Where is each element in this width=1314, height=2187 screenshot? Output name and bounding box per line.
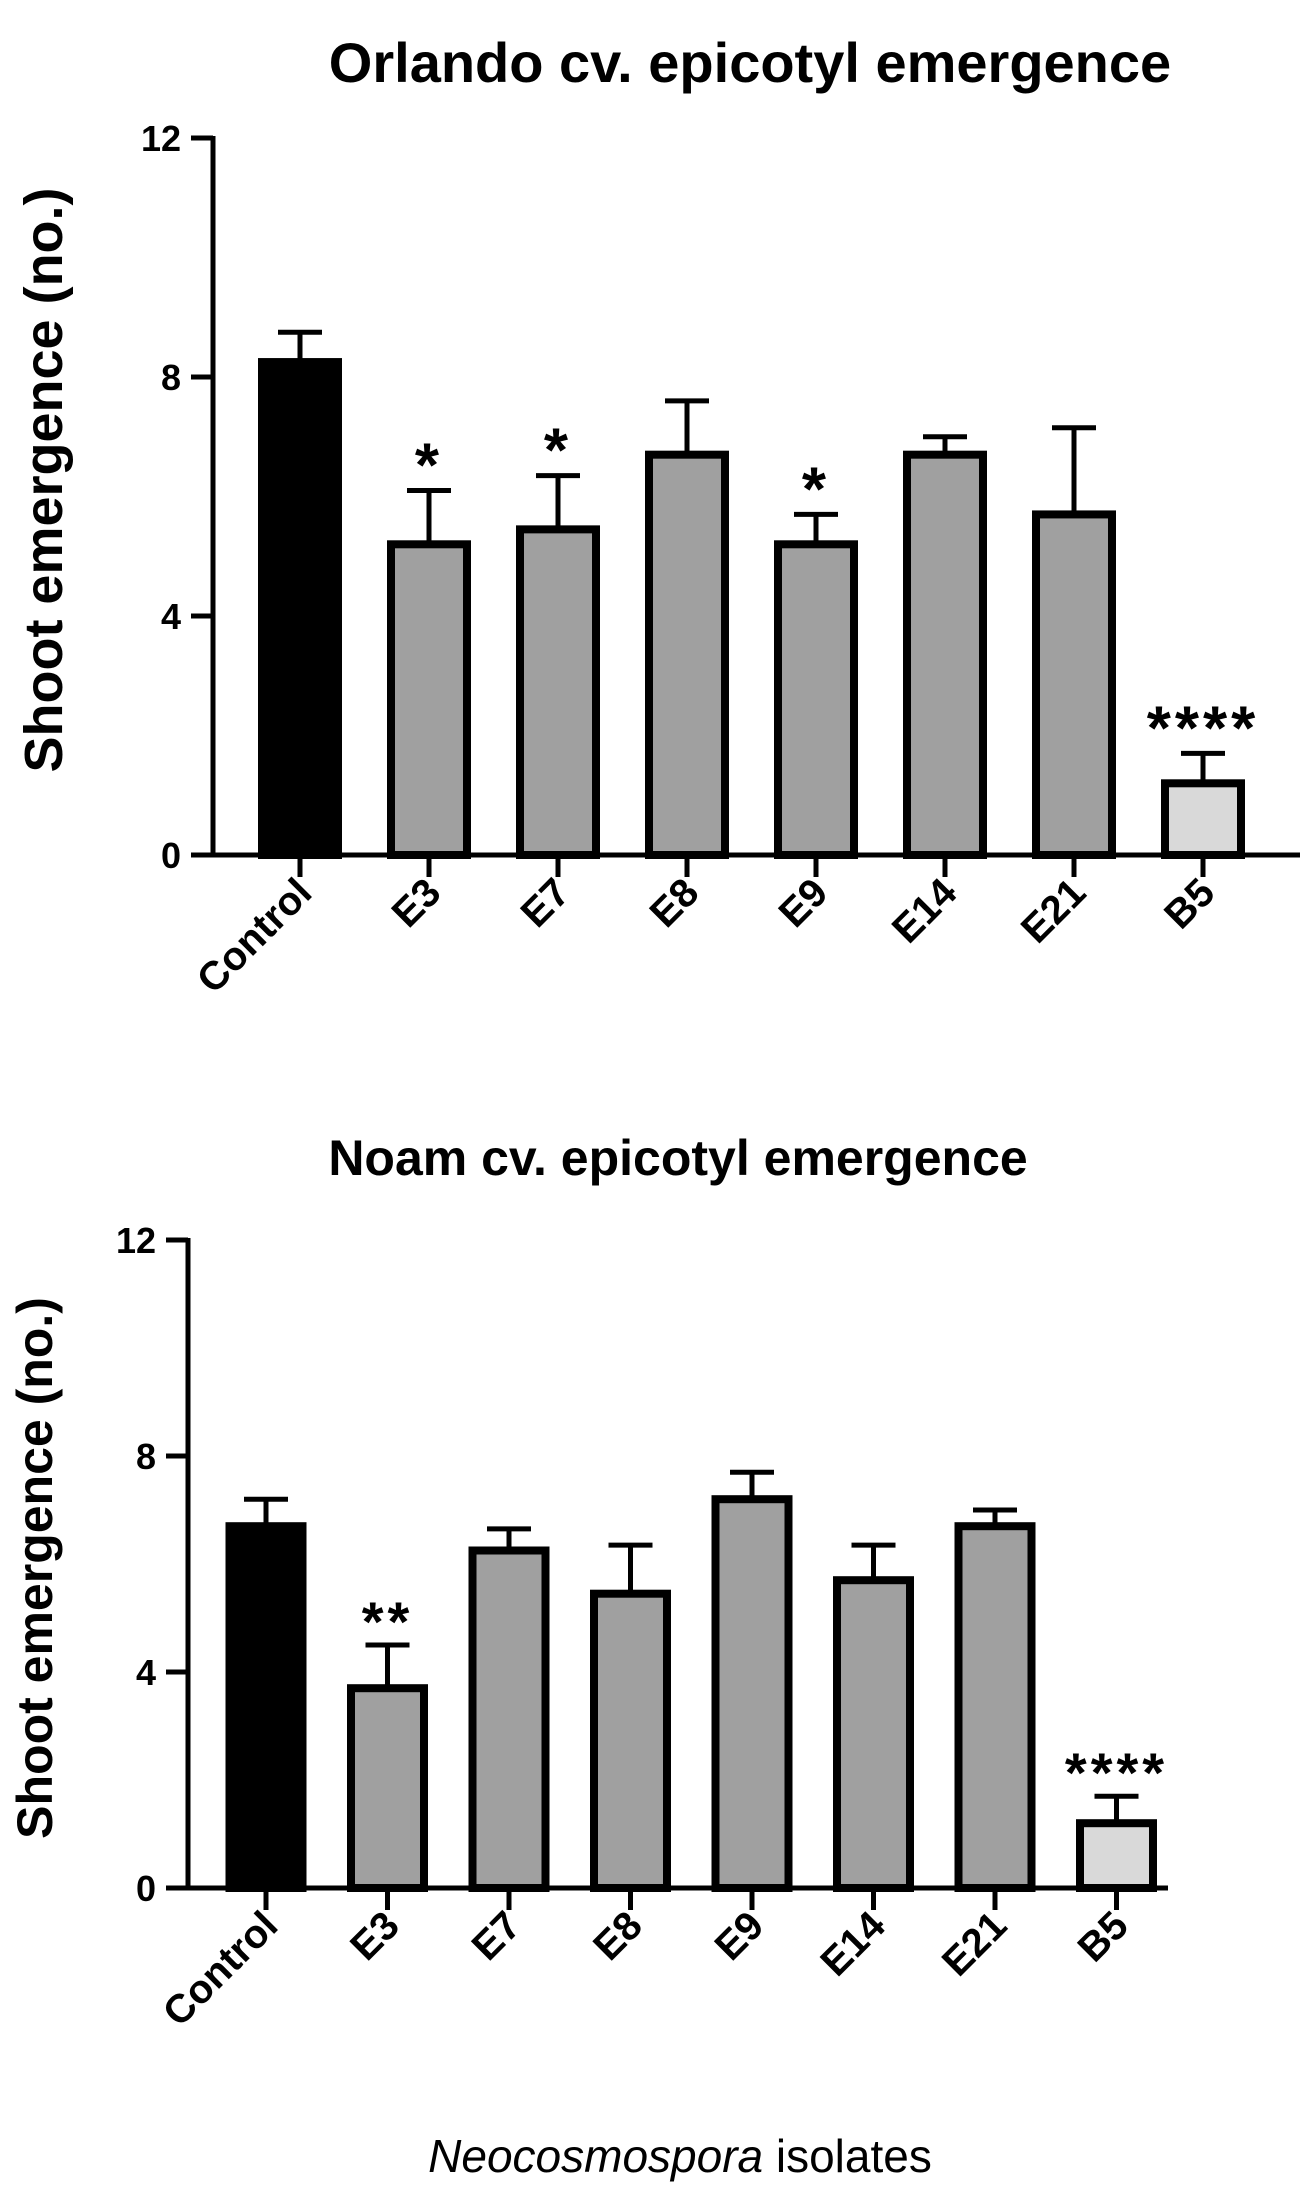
x-tick-label-b5: B5: [1070, 1903, 1137, 1970]
x-tick-label-control: Control: [189, 870, 321, 1002]
significance-b5: ****: [1147, 694, 1260, 763]
bar-e14: [903, 450, 987, 859]
bar-b5: [1161, 779, 1245, 859]
y-tick-label-0: 0: [136, 1868, 156, 1909]
x-tick-label-e21: E21: [1013, 870, 1094, 951]
bar-e8: [645, 450, 729, 859]
bar-e9: [774, 540, 858, 859]
bar-e9: [711, 1495, 793, 1892]
y-tick-label-8: 8: [136, 1436, 156, 1477]
x-tick-label-e9: E9: [707, 1903, 773, 1969]
bar-e14: [833, 1576, 914, 1892]
x-tick-label-e8: E8: [642, 870, 708, 936]
bar-e21: [1032, 510, 1116, 859]
y-tick-label-12: 12: [116, 1220, 156, 1261]
y-tick-label-0: 0: [161, 835, 181, 876]
y-axis-label: Shoot emergence (no.): [14, 187, 74, 772]
x-tick-label-e21: E21: [934, 1903, 1015, 1984]
significance-e3: **: [362, 1590, 414, 1653]
y-axis-label: Shoot emergence (no.): [7, 1297, 63, 1839]
x-tick-label-e3: E3: [342, 1903, 408, 1969]
bar-e3: [387, 540, 471, 859]
chart-orlando: Orlando cv. epicotyl emergence Shoot emer…: [14, 31, 1300, 1002]
chart-title: Noam cv. epicotyl emergence: [328, 1130, 1027, 1186]
significance-b5: ****: [1065, 1741, 1168, 1804]
bar-e3: [347, 1684, 428, 1892]
x-tick-label-e3: E3: [384, 870, 450, 936]
significance-e7: *: [544, 417, 572, 486]
bar-e7: [468, 1546, 550, 1892]
chart-title: Orlando cv. epicotyl emergence: [329, 31, 1171, 94]
bar-e21: [954, 1522, 1036, 1892]
significance-e9: *: [802, 455, 830, 524]
x-axis-title-suffix: isolates: [763, 2130, 932, 2182]
x-tick-label-e14: E14: [884, 870, 966, 952]
x-axis-title-genus: Neocosmospora: [428, 2130, 763, 2182]
y-tick-label-4: 4: [161, 596, 181, 637]
bar-control: [258, 358, 342, 859]
bar-e8: [590, 1589, 671, 1892]
bar-b5: [1076, 1819, 1157, 1892]
y-tick-label-4: 4: [136, 1652, 156, 1693]
bar-e7: [516, 525, 600, 859]
x-axis-title: Neocosmospora isolates: [428, 2130, 932, 2182]
x-tick-label-e7: E7: [513, 870, 579, 936]
chart-noam: Noam cv. epicotyl emergence Shoot emergen…: [7, 1130, 1168, 2035]
x-tick-label-control: Control: [155, 1903, 287, 2035]
x-tick-label-e14: E14: [812, 1903, 894, 1985]
x-tick-label-e7: E7: [464, 1903, 530, 1969]
y-tick-label-8: 8: [161, 357, 181, 398]
y-tick-label-12: 12: [141, 118, 181, 159]
x-tick-label-b5: B5: [1156, 870, 1223, 937]
significance-e3: *: [415, 432, 443, 501]
bar-control: [225, 1522, 307, 1892]
x-tick-label-e9: E9: [771, 870, 837, 936]
x-tick-label-e8: E8: [585, 1903, 651, 1969]
